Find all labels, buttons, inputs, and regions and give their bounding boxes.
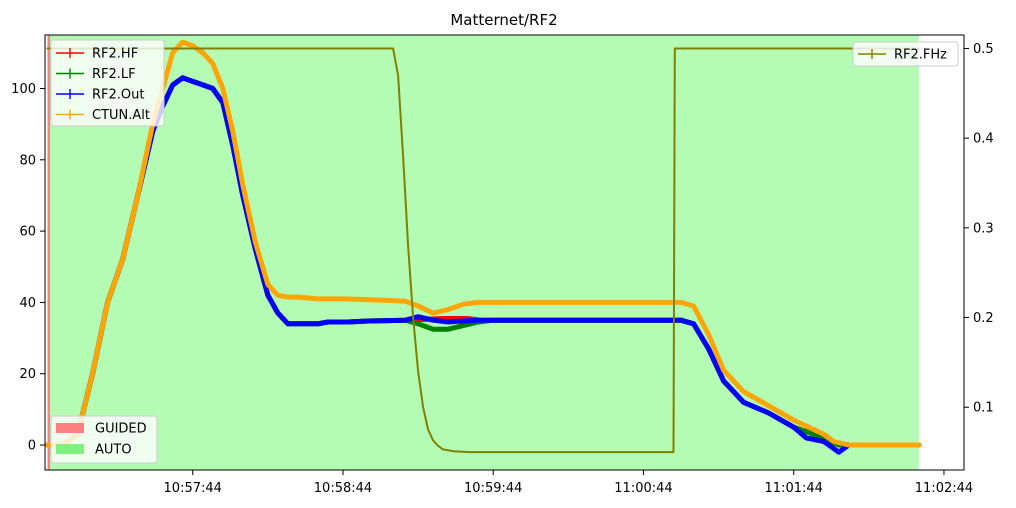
legend-label-rf2-hf: RF2.HF <box>92 47 138 62</box>
y-tick-label: 20 <box>19 367 36 382</box>
series-line-rf2-out <box>45 75 922 455</box>
mode-band-guided <box>47 35 51 470</box>
y-tick-label: 80 <box>19 153 36 168</box>
x-tick-label: 10:58:44 <box>314 481 372 496</box>
plot-frame <box>44 34 965 471</box>
y2-tick-label: 0.3 <box>973 221 994 236</box>
legend-right: RF2.FHz <box>852 41 959 67</box>
legend-swatch-auto <box>56 444 84 454</box>
y-tick-label: 60 <box>19 225 36 240</box>
series-line-rf2-fhz <box>46 47 920 454</box>
chart-title: Matternet/RF2 <box>450 11 557 29</box>
y-tick-label: 40 <box>19 296 36 311</box>
y-tick-label: 100 <box>11 82 36 97</box>
x-tick-label: 11:02:44 <box>915 481 973 496</box>
legend-left: RF2.HF RF2.LF RF2.Out CTUN.Alt <box>50 39 165 127</box>
y2-tick-label: 0.5 <box>973 42 994 57</box>
mode-bands <box>47 35 919 470</box>
x-tick-label: 11:01:44 <box>765 481 823 496</box>
legend-box <box>50 39 165 127</box>
y2-tick-label: 0.1 <box>973 401 994 416</box>
legend-modes: GUIDED AUTO <box>50 415 158 464</box>
mode-band-auto <box>50 35 919 470</box>
legend-label-rf2-fhz: RF2.FHz <box>894 48 947 63</box>
legend-label-rf2-lf: RF2.LF <box>92 67 136 82</box>
y2-tick-label: 0.2 <box>973 311 994 326</box>
legend-label-auto: AUTO <box>95 443 132 458</box>
legend-label-ctun-alt: CTUN.Alt <box>92 108 150 123</box>
legend-swatch-guided <box>56 423 84 433</box>
legend-box <box>852 41 959 67</box>
x-tick-label: 10:57:44 <box>164 481 222 496</box>
y-tick-label: 0 <box>28 439 36 454</box>
legend-label-guided: GUIDED <box>95 422 147 437</box>
x-tick-label: 10:59:44 <box>464 481 522 496</box>
y-axis-left: 0 20 40 60 80 100 <box>11 82 45 454</box>
legend-label-rf2-out: RF2.Out <box>92 88 144 103</box>
x-tick-label: 11:00:44 <box>614 481 672 496</box>
x-axis: 10:57:44 10:58:44 10:59:44 11:00:44 11:01:44… <box>164 470 973 496</box>
y2-tick-label: 0.4 <box>973 132 994 147</box>
y-axis-right: 0.1 0.2 0.3 0.4 0.5 <box>964 42 994 416</box>
